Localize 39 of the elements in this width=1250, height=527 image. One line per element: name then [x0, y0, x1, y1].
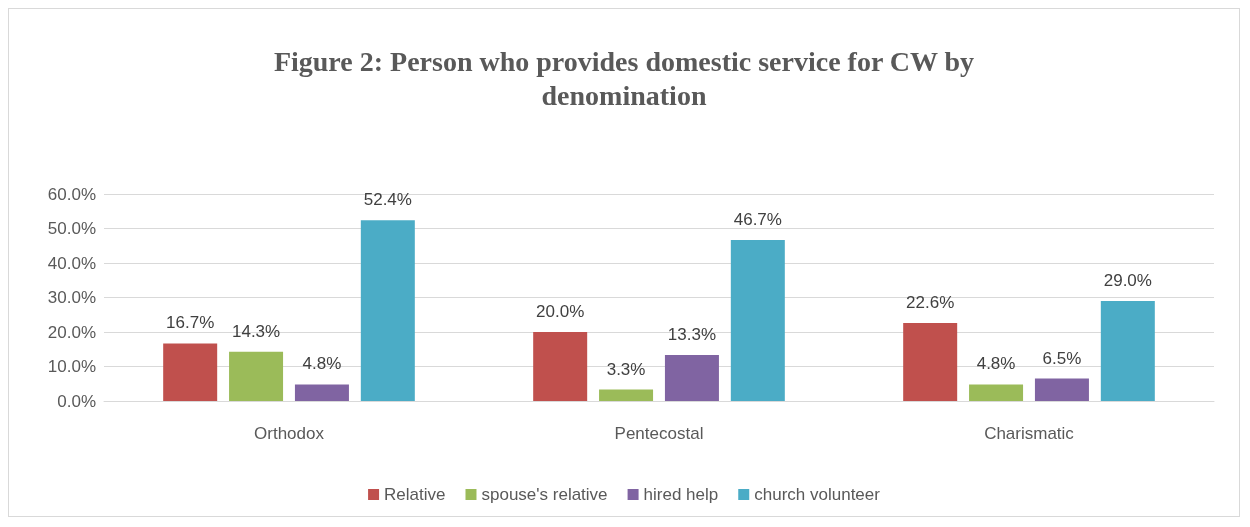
x-tick-label: Orthodox [254, 424, 325, 443]
data-label: 13.3% [667, 325, 717, 345]
bar [903, 323, 958, 401]
bar [294, 384, 349, 401]
data-label: 20.0% [536, 302, 585, 321]
y-tick-label: 60.0% [47, 184, 96, 204]
y-tick-label: 50.0% [47, 219, 96, 238]
data-label: 16.7% [166, 313, 215, 333]
bar [969, 384, 1024, 401]
data-label: 52.4% [363, 190, 412, 210]
bar [163, 343, 218, 401]
bar [533, 332, 588, 401]
data-label: 4.8% [976, 354, 1016, 374]
y-tick-label: 10.0% [47, 357, 96, 376]
legend-label: hired help [643, 485, 719, 504]
legend-label: church volunteer [754, 485, 881, 504]
x-tick-label: Charismatic [984, 424, 1075, 443]
bar [1100, 300, 1155, 401]
chart-title: Figure 2: Person who provides domestic service for CW by denomination [273, 45, 975, 111]
bar [229, 351, 284, 401]
x-tick-label: Pentecostal [614, 424, 704, 443]
data-label: 3.3% [606, 359, 646, 379]
data-label: 46.7% [733, 209, 782, 229]
bar [730, 239, 785, 401]
bar [360, 220, 415, 401]
y-tick-label: 30.0% [47, 288, 96, 307]
legend-label: spouse's relative [481, 485, 608, 504]
bar [664, 355, 719, 401]
y-tick-label: 40.0% [47, 253, 96, 273]
bar [599, 389, 654, 401]
data-label: 4.8% [302, 354, 342, 374]
data-label: 14.3% [231, 321, 281, 341]
y-tick-label: 20.0% [47, 322, 96, 342]
y-tick-label: 0.0% [57, 391, 96, 411]
data-label: 22.6% [906, 293, 955, 313]
data-label: 6.5% [1042, 348, 1082, 368]
legend-label: Relative [384, 485, 446, 504]
bar [1034, 378, 1089, 401]
data-label: 29.0% [1103, 270, 1152, 290]
